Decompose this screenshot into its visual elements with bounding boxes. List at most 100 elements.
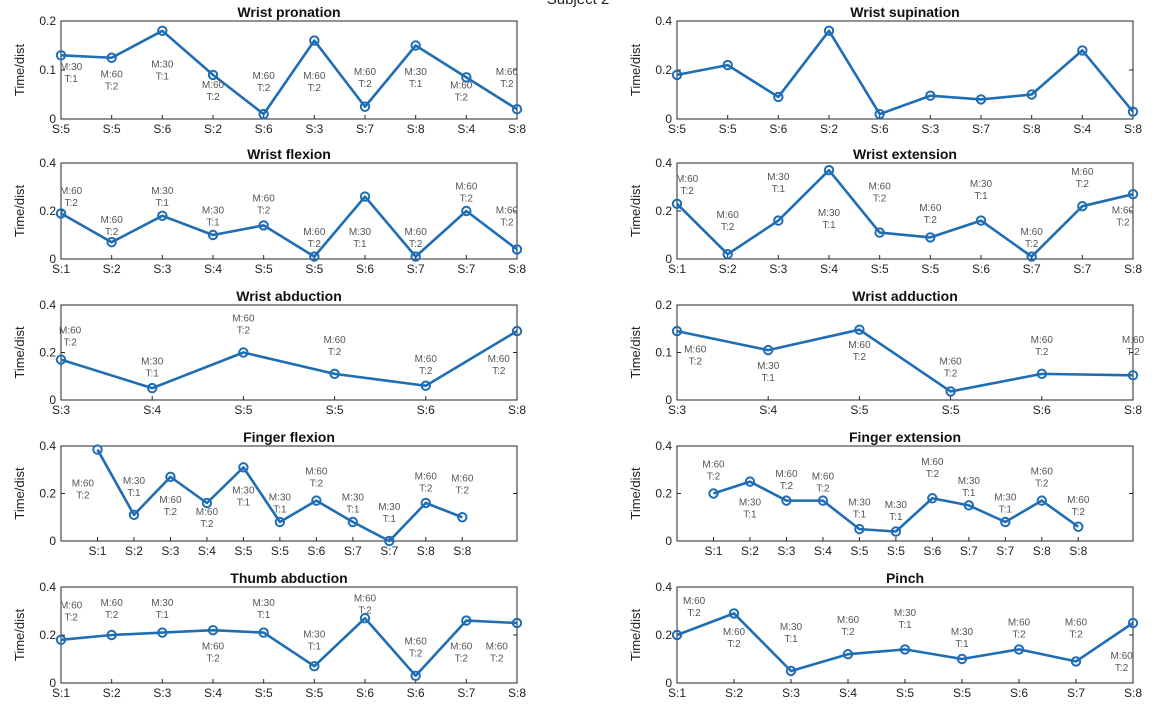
x-tick-label: S:3	[769, 262, 787, 276]
data-annotation: M:30	[951, 627, 974, 638]
data-point	[309, 35, 320, 46]
y-tick-label: 0.4	[39, 439, 56, 453]
x-tick-label: S:8	[508, 262, 526, 276]
data-annotation: T:1	[273, 505, 287, 516]
x-tick-label: S:6	[871, 122, 889, 136]
x-tick-label: S:6	[153, 122, 171, 136]
data-annotation: M:60	[1071, 167, 1094, 178]
data-annotation: M:30	[958, 476, 981, 487]
y-tick-label: 0	[49, 112, 56, 126]
data-annotation: M:60	[1021, 227, 1044, 238]
data-annotation: T:2	[492, 366, 506, 377]
y-axis-label: Time/dist	[12, 467, 27, 520]
y-tick-label: 0.2	[655, 204, 672, 218]
x-tick-label: S:1	[52, 262, 70, 276]
x-tick-label: S:6	[356, 686, 374, 700]
axes-box	[60, 304, 518, 401]
x-tick-label: S:5	[896, 686, 914, 700]
x-tick-label: S:4	[839, 686, 857, 700]
data-point	[708, 488, 719, 499]
y-tick-label: 0.4	[655, 439, 672, 453]
data-point	[420, 380, 431, 391]
series-line	[676, 168, 1134, 258]
data-annotation: T:2	[358, 605, 372, 616]
x-tick-label: S:1	[88, 544, 106, 558]
y-tick-label: 0	[665, 112, 672, 126]
x-tick-label: S:2	[741, 544, 759, 558]
data-point	[899, 644, 911, 655]
data-point	[956, 653, 968, 665]
data-annotation: M:30	[767, 172, 790, 183]
data-point	[207, 69, 219, 81]
y-tick-label: 0.2	[39, 487, 56, 501]
data-annotation: M:60	[450, 641, 473, 652]
y-axis-label: Time/dist	[12, 608, 27, 661]
data-point	[874, 108, 885, 120]
x-tick-label: S:6	[407, 686, 425, 700]
y-axis-label: Time/dist	[12, 326, 27, 379]
data-point	[258, 627, 269, 638]
x-tick-label: S:3	[782, 686, 800, 700]
data-annotation: M:60	[919, 203, 942, 214]
series-line	[96, 448, 463, 543]
x-tick-label: S:3	[668, 403, 686, 417]
data-annotation: M:60	[488, 354, 511, 365]
x-tick-label: S:7	[457, 262, 475, 276]
series-line	[676, 612, 1134, 673]
data-annotation: M:30	[123, 476, 146, 487]
data-point	[1077, 45, 1088, 56]
data-annotation: T:2	[1012, 629, 1026, 640]
data-annotation: M:60	[72, 478, 95, 489]
data-annotation: M:60	[921, 457, 944, 468]
data-point	[975, 94, 987, 105]
data-annotation: M:30	[818, 208, 841, 219]
x-tick-label: S:8	[1124, 403, 1142, 417]
data-point	[157, 25, 168, 36]
x-tick-label: S:1	[704, 544, 722, 558]
data-annotation: M:60	[159, 495, 182, 506]
subplot-title: Finger extension	[849, 429, 961, 445]
x-tick-label: S:8	[1033, 544, 1051, 558]
data-annotation: T:2	[409, 239, 423, 250]
data-point	[1013, 644, 1025, 655]
subplot-title: Wrist extension	[853, 146, 957, 162]
data-point	[165, 471, 176, 483]
x-tick-label: S:4	[204, 262, 222, 276]
data-point	[671, 69, 683, 81]
y-tick-label: 0.2	[655, 628, 672, 642]
x-tick-label: S:8	[508, 403, 526, 417]
x-tick-label: S:4	[814, 544, 832, 558]
data-annotation: T:2	[310, 479, 324, 490]
y-tick-label: 0.2	[39, 204, 56, 218]
data-annotation: T:2	[680, 186, 694, 197]
x-tick-label: S:6	[1033, 403, 1051, 417]
x-tick-label: S:7	[344, 544, 362, 558]
y-tick-label: 0.1	[655, 346, 672, 360]
data-annotation: M:30	[885, 500, 908, 511]
subplot-9: Thumb abduction Time/dist 0 0.2 0.4 S:1 S:2 S:3…	[12, 570, 526, 700]
data-annotation: M:60	[60, 601, 83, 612]
data-annotation: M:60	[60, 186, 83, 197]
data-annotation: T:2	[257, 83, 271, 94]
data-annotation: T:2	[64, 613, 78, 624]
data-annotation: T:2	[455, 93, 469, 104]
data-annotation: M:30	[780, 622, 803, 633]
x-tick-label: S:5	[871, 262, 889, 276]
axes-box	[60, 162, 518, 260]
y-tick-label: 0.4	[655, 14, 672, 28]
data-point	[1026, 89, 1037, 100]
data-annotation: M:60	[486, 641, 509, 652]
data-annotation: T:2	[816, 483, 830, 494]
y-axis-label: Time/dist	[12, 184, 27, 237]
data-annotation: T:1	[237, 498, 251, 509]
data-point	[1036, 495, 1048, 506]
data-annotation: M:30	[994, 493, 1017, 504]
data-point	[763, 344, 774, 356]
data-annotation: T:2	[308, 239, 322, 250]
data-annotation: T:1	[383, 514, 397, 525]
data-annotation: T:1	[127, 488, 141, 499]
data-annotation: M:60	[253, 71, 276, 82]
data-annotation: M:60	[101, 598, 124, 609]
x-tick-label: S:5	[255, 686, 273, 700]
data-annotation: M:60	[354, 593, 377, 604]
